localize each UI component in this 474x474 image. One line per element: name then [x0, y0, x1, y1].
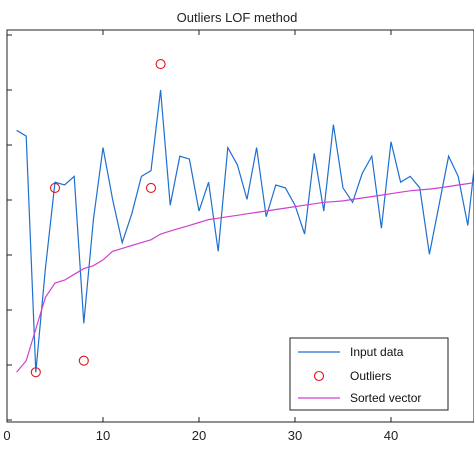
legend-swatch — [313, 370, 325, 382]
x-tick-label: 0 — [3, 428, 10, 443]
legend: Input data Outliers Sorted vector — [289, 337, 449, 411]
series-line-sorted-vector — [16, 182, 474, 373]
x-tick-label: 30 — [288, 428, 302, 443]
legend-label: Outliers — [350, 369, 391, 383]
x-tick-label: 40 — [384, 428, 398, 443]
outlier-point — [155, 59, 166, 70]
legend-label: Input data — [350, 345, 404, 359]
plot-series — [16, 59, 474, 378]
x-tick-label: 20 — [192, 428, 206, 443]
outlier-point — [49, 182, 61, 193]
chart-title: Outliers LOF method — [177, 10, 298, 25]
x-axis: 0102030405060708090 — [3, 30, 398, 443]
outlier-point — [145, 182, 157, 193]
x-tick-label: 10 — [96, 428, 110, 443]
series-line-input-data — [16, 89, 474, 373]
outlier-point — [78, 355, 89, 366]
outlier-point — [30, 367, 41, 378]
legend-label: Sorted vector — [350, 391, 421, 405]
